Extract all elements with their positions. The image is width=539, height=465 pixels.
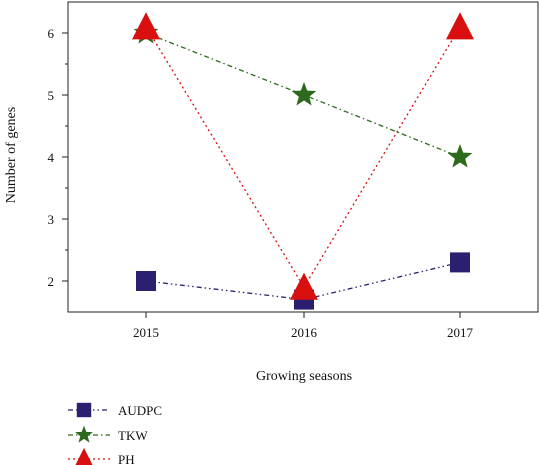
legend-label-ph: PH [118,452,135,465]
x-tick-label: 2016 [291,325,318,340]
x-axis: 2015 2016 2017 [133,312,474,340]
legend-item-audpc: AUDPC [68,402,162,418]
y-axis-title: Number of genes [4,107,19,203]
x-tick-label: 2017 [447,325,474,340]
y-tick-label: 5 [48,88,55,103]
series-line-audpc [145,261,461,301]
series-line-ph [145,26,461,289]
y-tick-label: 2 [48,274,55,289]
legend: AUDPC TKW PH [68,402,162,465]
data-point-ph [446,12,474,40]
data-point-tkw [291,82,317,106]
x-tick-label: 2015 [133,325,159,340]
y-axis: 2 3 4 5 6 [48,26,68,289]
legend-marker-tkw [75,425,93,443]
legend-item-tkw: TKW [68,425,148,443]
data-point-tkw [447,144,473,168]
legend-label-tkw: TKW [118,428,148,443]
x-axis-title: Growing seasons [256,369,352,384]
data-point-ph [290,272,318,300]
y-tick-label: 3 [48,212,55,227]
series-ph [132,12,474,300]
y-tick-label: 6 [48,26,55,41]
legend-marker-ph [75,447,93,465]
legend-label-audpc: AUDPC [118,403,162,418]
legend-marker-audpc [76,402,92,418]
y-tick-label: 4 [48,150,55,165]
legend-item-ph: PH [68,447,135,465]
data-point-audpc [136,271,156,291]
data-point-ph [132,12,160,40]
data-point-audpc [450,252,470,273]
series-layer [132,12,474,310]
series-tkw [133,20,473,168]
